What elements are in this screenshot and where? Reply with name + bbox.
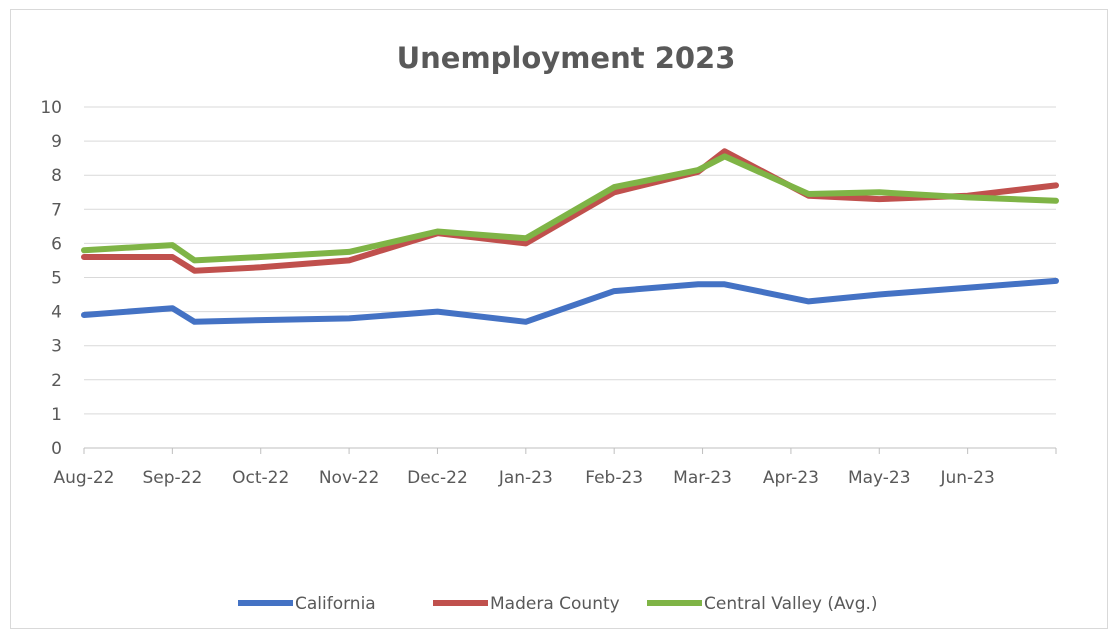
y-tick-label: 7 xyxy=(51,200,62,220)
y-tick-label: 10 xyxy=(40,98,62,118)
x-tick-label: Mar-23 xyxy=(673,468,732,488)
y-tick-label: 8 xyxy=(51,166,62,186)
x-tick-label: Aug-22 xyxy=(54,468,115,488)
x-tick-label: Oct-22 xyxy=(232,468,289,488)
y-tick-label: 1 xyxy=(51,405,62,425)
x-tick-label: Nov-22 xyxy=(319,468,380,488)
y-tick-label: 2 xyxy=(51,371,62,391)
y-tick-label: 5 xyxy=(51,269,62,289)
x-tick-label: May-23 xyxy=(848,468,911,488)
series-line-madera-county xyxy=(81,148,1059,274)
series-lines xyxy=(81,148,1059,325)
x-tick-label: Jan-23 xyxy=(498,468,553,488)
x-axis xyxy=(83,447,1057,454)
x-tick-label: Feb-23 xyxy=(585,468,643,488)
y-tick-label: 3 xyxy=(51,337,62,357)
legend-label: Central Valley (Avg.) xyxy=(704,594,878,614)
legend-label: Madera County xyxy=(490,594,620,614)
chart-frame: Unemployment 2023 0 1 2 3 4 5 6 7 8 9 10 Aug-22 Sep… xyxy=(10,9,1108,629)
series-line-central-valley-avg xyxy=(81,153,1059,264)
series-line-california xyxy=(81,277,1059,325)
y-tick-label: 0 xyxy=(51,439,62,459)
x-tick-label: Apr-23 xyxy=(763,468,819,488)
x-tick-label: Sep-22 xyxy=(142,468,202,488)
chart-title: Unemployment 2023 xyxy=(397,41,736,75)
y-tick-label: 6 xyxy=(51,234,62,254)
legend: California Madera County Central Valley (A… xyxy=(238,594,878,614)
x-tick-label: Jun-23 xyxy=(939,468,994,488)
gridlines xyxy=(84,106,1056,415)
line-chart: Unemployment 2023 0 1 2 3 4 5 6 7 8 9 10 Aug-22 Sep… xyxy=(40,41,1059,614)
y-tick-label: 9 xyxy=(51,132,62,152)
x-axis-ticks: Aug-22 Sep-22 Oct-22 Nov-22 Dec-22 Jan-23 Feb-… xyxy=(54,468,995,488)
legend-label: California xyxy=(295,594,376,614)
x-tick-label: Dec-22 xyxy=(407,468,468,488)
y-axis-ticks: 0 1 2 3 4 5 6 7 8 9 10 xyxy=(40,98,62,459)
y-tick-label: 4 xyxy=(51,303,62,323)
